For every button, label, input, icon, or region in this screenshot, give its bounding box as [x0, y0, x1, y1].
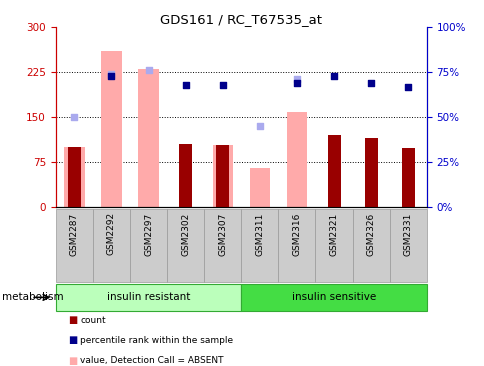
Bar	[68, 147, 81, 207]
Bar	[241, 209, 278, 282]
Point	[107, 71, 115, 77]
Text: GSM2331: GSM2331	[403, 212, 412, 256]
Title: GDS161 / RC_T67535_at: GDS161 / RC_T67535_at	[160, 13, 322, 26]
Bar	[179, 144, 192, 207]
Text: GSM2297: GSM2297	[144, 212, 153, 255]
Text: GSM2307: GSM2307	[218, 212, 227, 256]
Point	[404, 84, 411, 90]
Point	[256, 123, 263, 129]
Bar	[249, 168, 270, 207]
Text: ■: ■	[68, 315, 77, 325]
Text: GSM2302: GSM2302	[181, 212, 190, 255]
Bar	[278, 209, 315, 282]
Bar	[327, 135, 340, 207]
Bar	[166, 209, 204, 282]
Text: GSM2311: GSM2311	[255, 212, 264, 256]
Text: GSM2292: GSM2292	[106, 212, 116, 255]
Text: GSM2287: GSM2287	[70, 212, 79, 255]
Text: insulin resistant: insulin resistant	[106, 292, 190, 302]
Text: ■: ■	[68, 355, 77, 366]
Text: GSM2321: GSM2321	[329, 212, 338, 255]
Point	[292, 80, 300, 86]
Point	[107, 73, 115, 79]
Bar	[64, 147, 84, 207]
Text: GSM2326: GSM2326	[366, 212, 375, 255]
Bar	[56, 284, 241, 311]
Bar	[315, 209, 352, 282]
Text: GSM2316: GSM2316	[292, 212, 301, 256]
Point	[366, 80, 374, 86]
Text: count: count	[80, 316, 106, 325]
Bar	[352, 209, 389, 282]
Bar	[56, 209, 93, 282]
Point	[292, 76, 300, 82]
Bar	[212, 145, 232, 207]
Point	[218, 82, 226, 88]
Bar	[93, 209, 130, 282]
Point	[182, 82, 189, 88]
Text: percentile rank within the sample: percentile rank within the sample	[80, 336, 233, 345]
Bar	[216, 145, 229, 207]
Bar	[364, 138, 377, 207]
Text: metabolism: metabolism	[2, 292, 64, 302]
Bar	[389, 209, 426, 282]
Text: value, Detection Call = ABSENT: value, Detection Call = ABSENT	[80, 356, 223, 365]
Bar	[286, 112, 306, 207]
Point	[70, 114, 78, 120]
Bar	[241, 284, 426, 311]
Point	[330, 73, 337, 79]
Point	[144, 68, 152, 74]
Text: ■: ■	[68, 335, 77, 346]
Bar	[130, 209, 166, 282]
Bar	[101, 51, 121, 207]
Text: insulin sensitive: insulin sensitive	[291, 292, 376, 302]
Bar	[401, 148, 414, 207]
Bar	[138, 69, 158, 207]
Bar	[204, 209, 241, 282]
